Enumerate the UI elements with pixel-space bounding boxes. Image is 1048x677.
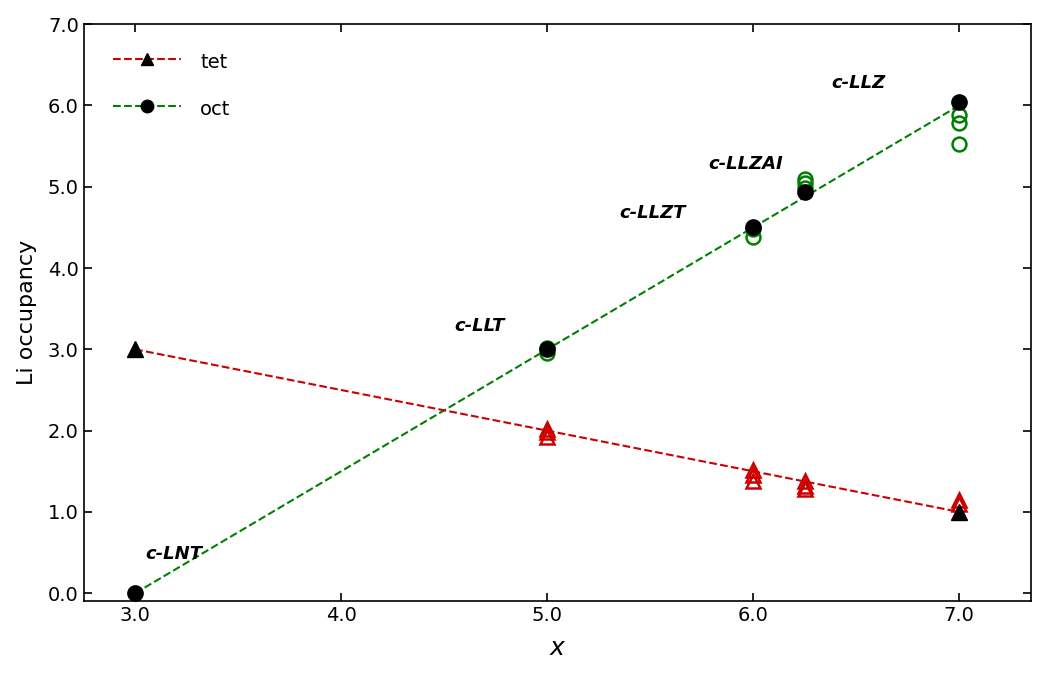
Text: c-LLZT: c-LLZT bbox=[619, 204, 685, 221]
Y-axis label: Li occupancy: Li occupancy bbox=[17, 240, 37, 385]
Text: c-LLT: c-LLT bbox=[455, 318, 505, 336]
Text: c-LLZ: c-LLZ bbox=[831, 74, 886, 91]
Text: c-LNT: c-LNT bbox=[146, 545, 202, 563]
Text: c-LLZAI: c-LLZAI bbox=[707, 155, 783, 173]
Legend: tet, oct: tet, oct bbox=[103, 40, 240, 130]
X-axis label: x: x bbox=[550, 636, 565, 660]
